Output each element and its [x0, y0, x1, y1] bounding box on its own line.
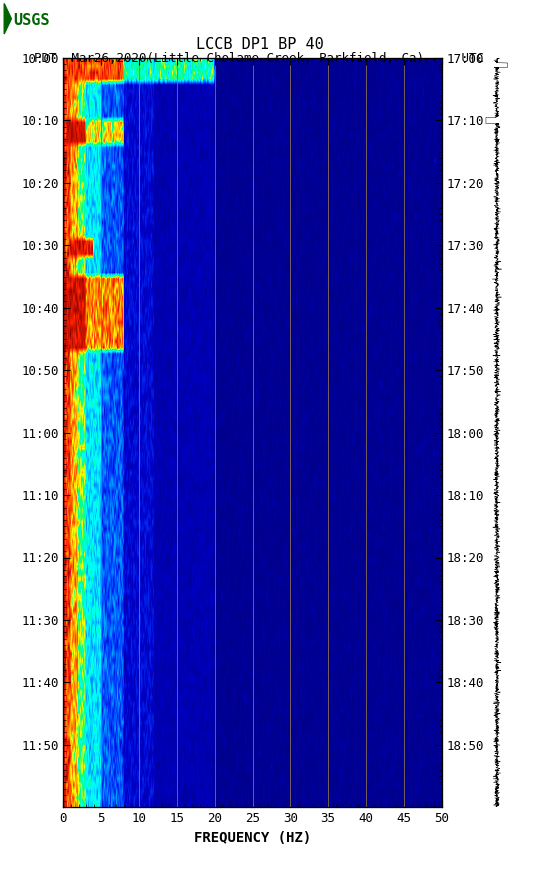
X-axis label: FREQUENCY (HZ): FREQUENCY (HZ)	[194, 830, 311, 845]
Polygon shape	[4, 4, 12, 34]
Text: LCCB DP1 BP 40: LCCB DP1 BP 40	[195, 37, 323, 53]
Text: USGS: USGS	[13, 12, 50, 28]
Text: PDT  Mar26,2020(Little Cholame Creek, Parkfield, Ca)     UTC: PDT Mar26,2020(Little Cholame Creek, Par…	[34, 52, 485, 65]
